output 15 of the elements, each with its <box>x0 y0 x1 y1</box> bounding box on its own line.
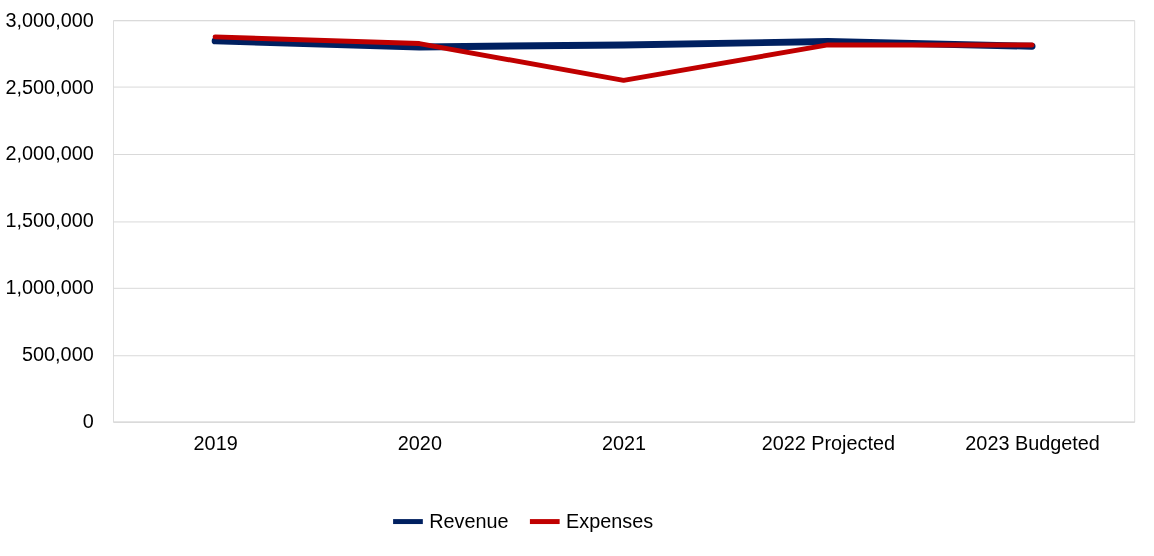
x-tick-label: 2021 <box>602 431 647 454</box>
line-series <box>212 34 1035 83</box>
y-tick-label: 2,500,000 <box>5 75 94 98</box>
legend-label: Revenue <box>429 509 509 532</box>
y-tick-label: 3,000,000 <box>5 8 94 31</box>
x-tick-label: 2022 Projected <box>761 431 895 454</box>
y-tick-label: 0 <box>82 410 94 433</box>
x-tick-label: 2019 <box>193 431 238 454</box>
y-tick-label: 2,000,000 <box>5 142 94 165</box>
y-tick-label: 1,500,000 <box>5 209 94 232</box>
legend-label: Expenses <box>566 509 654 532</box>
y-tick-label: 1,000,000 <box>5 276 94 299</box>
x-tick-label: 2020 <box>397 431 442 454</box>
x-tick-label: 2023 Budgeted <box>965 431 1100 454</box>
y-tick-label: 500,000 <box>22 343 94 366</box>
